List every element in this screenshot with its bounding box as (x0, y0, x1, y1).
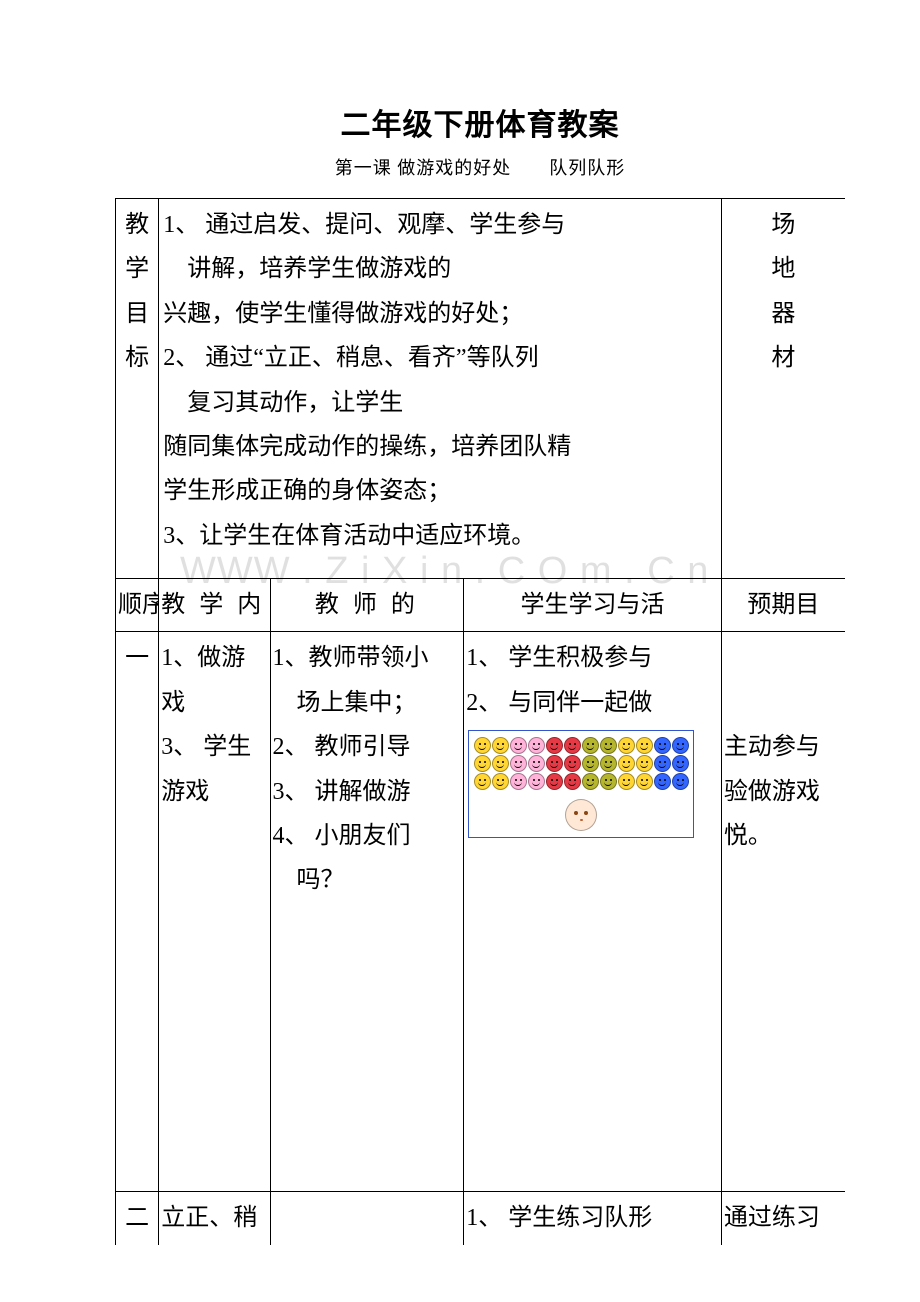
equipment-label: 场 地 器 材 (721, 199, 845, 579)
header-order: 顺序 (116, 579, 159, 632)
doc-subtitle: 第一课 做游戏的好处 队列队形 (115, 154, 845, 180)
header-student: 学生学习与活 (464, 579, 722, 632)
row2-student: 1、 学生练习队形 (464, 1192, 722, 1245)
row1-order: 一 (116, 632, 159, 1192)
lesson-table: 教 学 目 标 1、 通过启发、提问、观摩、学生参与 讲解，培养学生做游戏的 兴… (115, 198, 845, 1245)
row1-student: 1、 学生积极参与 2、 与同伴一起做 (464, 632, 722, 1192)
row1-content: 1、做游戏 3、 学生 游戏 (159, 632, 270, 1192)
row2-expected: 通过练习 (721, 1192, 845, 1245)
row1-expected: 主动参与 验做游戏 悦。 (721, 632, 845, 1192)
teacher-icon (565, 799, 597, 831)
formation-diagram (468, 730, 694, 838)
header-expected: 预期目 (721, 579, 845, 632)
row2-order: 二 (116, 1192, 159, 1245)
header-content: 教 学 内 (159, 579, 270, 632)
row2-teacher (270, 1192, 464, 1245)
header-teacher: 教 师 的 (270, 579, 464, 632)
row2-content: 立正、稍 (159, 1192, 270, 1245)
goals-text: 1、 通过启发、提问、观摩、学生参与 讲解，培养学生做游戏的 兴趣，使学生懂得做… (159, 199, 722, 579)
row1-teacher: 1、教师带领小 场上集中； 2、 教师引导 3、 讲解做游 4、 小朋友们 吗？ (270, 632, 464, 1192)
doc-title: 二年级下册体育教案 (115, 100, 845, 144)
goals-label: 教 学 目 标 (116, 199, 159, 579)
